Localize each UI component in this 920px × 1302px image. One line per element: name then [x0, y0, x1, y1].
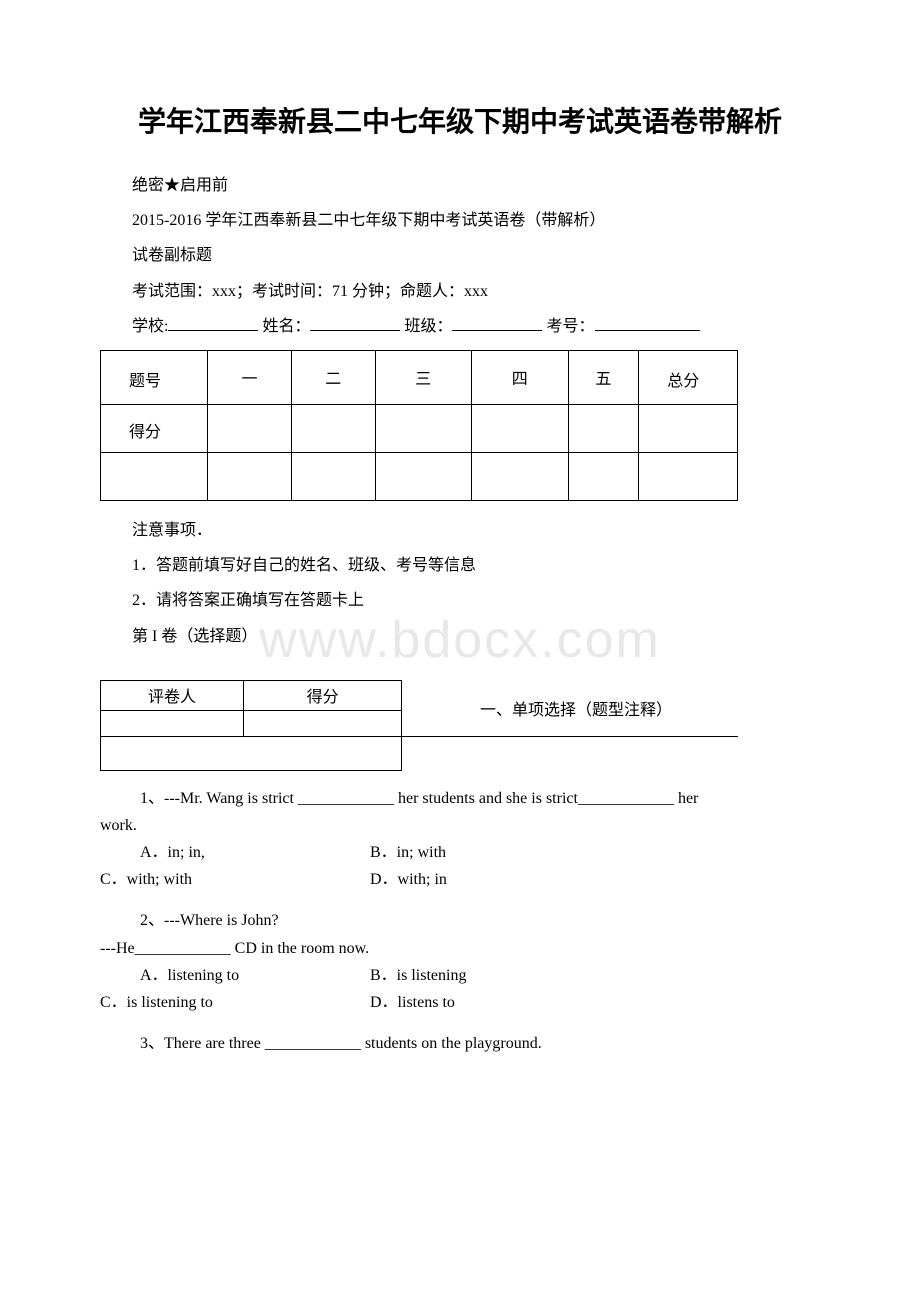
section1-label: 第 I 卷（选择题） [100, 619, 820, 654]
question-2: 2、---Where is John? ---He____________ CD… [100, 907, 820, 1016]
cell-col5: 五 [568, 350, 639, 404]
scope-line: 考试范围：xxx；考试时间：71 分钟；命题人：xxx [100, 274, 820, 309]
options: A．listening to B．is listening C．is liste… [100, 962, 820, 1016]
option-b: B．is listening [370, 962, 820, 989]
examno-label: 考号： [546, 318, 594, 335]
cell-empty [568, 452, 639, 500]
option-c: C．is listening to [100, 989, 370, 1016]
cell-empty [101, 736, 402, 770]
school-blank [168, 315, 258, 331]
student-info-line: 学校: 姓名： 班级： 考号： [100, 309, 820, 344]
exam-name: 2015-2016 学年江西奉新县二中七年级下期中考试英语卷（带解析） [100, 203, 820, 238]
question-1: 1、---Mr. Wang is strict ____________ her… [100, 785, 820, 894]
school-label: 学校: [132, 318, 168, 335]
table-row [101, 452, 738, 500]
options: A．in; in, B．in; with C．with; with D．with… [100, 839, 820, 893]
cell-empty [472, 404, 569, 452]
cell-section-title: 一、单项选择（题型注释） [414, 680, 738, 736]
option-a: A．in; in, [100, 839, 370, 866]
question-text: 2、---Where is John? [100, 907, 820, 934]
cell-col2: 二 [291, 350, 375, 404]
option-d: D．listens to [370, 989, 820, 1016]
cell-empty [291, 452, 375, 500]
cell-empty [101, 452, 208, 500]
cell-qnum-label: 题号 [101, 350, 208, 404]
subtitle: 试卷副标题 [100, 238, 820, 273]
cell-col4: 四 [472, 350, 569, 404]
notes-heading: 注意事项． [100, 513, 820, 548]
name-label: 姓名： [262, 318, 310, 335]
cell-empty [244, 710, 402, 736]
cell-col1: 一 [208, 350, 292, 404]
option-c: C．with; with [100, 866, 370, 893]
notes-item2: 2．请将答案正确填写在答题卡上 [100, 583, 820, 618]
cell-empty [375, 452, 472, 500]
confidential-line: 绝密★启用前 [100, 168, 820, 203]
cell-empty [472, 452, 569, 500]
cell-total-label: 总分 [639, 350, 738, 404]
question-text: 3、There are three ____________ students … [100, 1030, 820, 1057]
document-content: 学年江西奉新县二中七年级下期中考试英语卷带解析 绝密★启用前 2015-2016… [100, 100, 820, 1057]
cell-empty [291, 404, 375, 452]
table-row: 评卷人 得分 一、单项选择（题型注释） [101, 680, 739, 710]
cell-empty [208, 452, 292, 500]
score-table: 题号 一 二 三 四 五 总分 得分 [100, 350, 738, 501]
document-title: 学年江西奉新县二中七年级下期中考试英语卷带解析 [100, 100, 820, 140]
cell-score-label: 得分 [244, 680, 402, 710]
cell-empty [402, 736, 738, 770]
option-d: D．with; in [370, 866, 820, 893]
cell-empty [208, 404, 292, 452]
cell-col3: 三 [375, 350, 472, 404]
cell-empty [375, 404, 472, 452]
table-row [101, 736, 739, 770]
section-table: 评卷人 得分 一、单项选择（题型注释） [100, 680, 738, 771]
cell-empty [101, 710, 244, 736]
table-row: 题号 一 二 三 四 五 总分 [101, 350, 738, 404]
question-3: 3、There are three ____________ students … [100, 1030, 820, 1057]
examno-blank [595, 315, 700, 331]
cell-spacer [402, 680, 414, 736]
cell-empty [639, 404, 738, 452]
option-b: B．in; with [370, 839, 820, 866]
question-text: 1、---Mr. Wang is strict ____________ her… [100, 785, 820, 812]
option-a: A．listening to [100, 962, 370, 989]
name-blank [310, 315, 400, 331]
table-row: 得分 [101, 404, 738, 452]
cell-empty [568, 404, 639, 452]
cell-empty [639, 452, 738, 500]
class-blank [452, 315, 542, 331]
question-continue: work. [100, 812, 820, 839]
cell-grader-label: 评卷人 [101, 680, 244, 710]
cell-score-label: 得分 [101, 404, 208, 452]
question-continue: ---He____________ CD in the room now. [100, 935, 820, 962]
notes-item1: 1．答题前填写好自己的姓名、班级、考号等信息 [100, 548, 820, 583]
class-label: 班级： [404, 318, 452, 335]
